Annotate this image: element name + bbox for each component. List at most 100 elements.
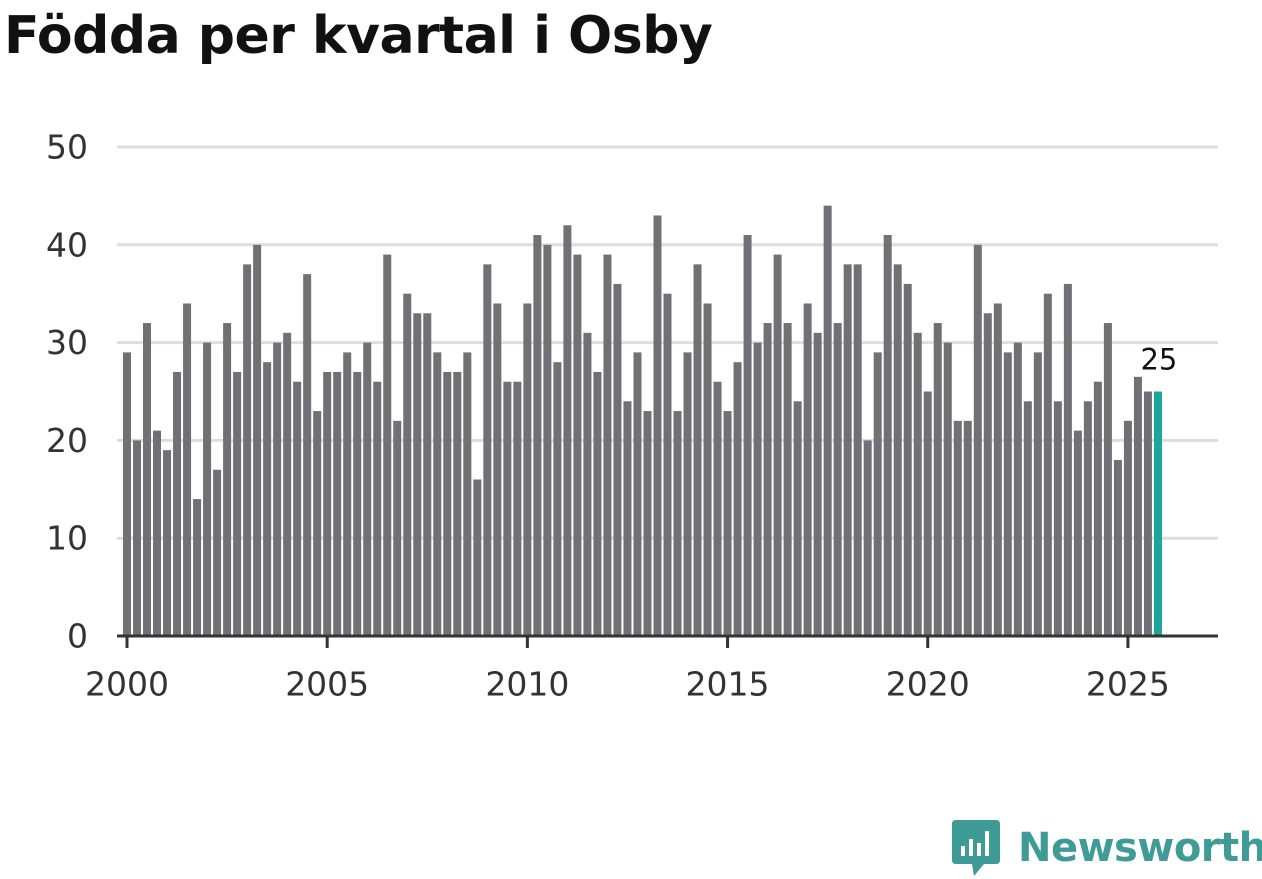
bar [1103, 323, 1112, 636]
bar [813, 332, 822, 636]
bar [1003, 352, 1012, 636]
bar [203, 342, 212, 636]
bar [873, 352, 882, 636]
bar [1133, 376, 1142, 636]
bar [263, 362, 272, 636]
bar [853, 264, 862, 636]
bar [613, 283, 622, 636]
bar [383, 254, 392, 636]
bar-highlight [1153, 391, 1162, 636]
bar [973, 244, 982, 637]
bar [293, 381, 302, 636]
bar [1053, 401, 1062, 636]
bar [743, 235, 752, 636]
bar [133, 440, 142, 636]
bar [963, 420, 972, 636]
bar [413, 313, 422, 636]
bar [793, 401, 802, 636]
bar [693, 264, 702, 636]
x-tick-label: 2015 [686, 665, 770, 704]
newsworthy-logo-icon [952, 820, 1000, 876]
bar [363, 342, 372, 636]
bar [583, 332, 592, 636]
bar [503, 381, 512, 636]
y-tick-label: 30 [46, 323, 88, 362]
bar [983, 313, 992, 636]
bar [453, 371, 462, 636]
x-tick-label: 2020 [886, 665, 970, 704]
bar [123, 352, 132, 636]
bar [1113, 459, 1122, 636]
bar [943, 342, 952, 636]
bar [923, 391, 932, 636]
bar [213, 469, 222, 636]
bar [523, 303, 532, 636]
bar [563, 225, 572, 637]
bar [393, 420, 402, 636]
x-tick-label: 2000 [85, 665, 169, 704]
chart-title: Födda per kvartal i Osby [4, 6, 713, 66]
bar [423, 313, 432, 636]
bar [533, 235, 542, 636]
bar [273, 342, 282, 636]
bar [543, 244, 552, 637]
bar [283, 332, 292, 636]
bar [373, 381, 382, 636]
bar [1073, 430, 1082, 636]
bar [313, 411, 322, 636]
bar [193, 499, 202, 636]
y-tick-label: 20 [46, 421, 88, 460]
bar [823, 205, 832, 636]
bar [993, 303, 1002, 636]
bar [683, 352, 692, 636]
x-tick-label: 2025 [1086, 665, 1170, 704]
bar [223, 323, 232, 636]
bar [1063, 283, 1072, 636]
x-tick-label: 2010 [485, 665, 569, 704]
bar [883, 235, 892, 636]
bar [323, 371, 332, 636]
bar [553, 362, 562, 636]
y-tick-label: 10 [46, 519, 88, 558]
bar [143, 323, 152, 636]
y-tick-label: 50 [46, 128, 88, 167]
bar [713, 381, 722, 636]
bar [903, 283, 912, 636]
bar [703, 303, 712, 636]
bar [233, 371, 242, 636]
bar [403, 293, 412, 636]
bar [933, 323, 942, 636]
bar [1033, 352, 1042, 636]
bar [463, 352, 472, 636]
bar [863, 440, 872, 636]
bar [773, 254, 782, 636]
bar [253, 244, 262, 637]
bar [173, 371, 182, 636]
bar [913, 332, 922, 636]
bar [1123, 420, 1132, 636]
bar [303, 274, 312, 636]
bar [643, 411, 652, 636]
y-tick-label: 40 [46, 225, 88, 264]
bar [803, 303, 812, 636]
bar [513, 381, 522, 636]
bar [1013, 342, 1022, 636]
bar [333, 371, 342, 636]
bar [473, 479, 482, 636]
bar [1043, 293, 1052, 636]
x-axis-ticks: 2000 2005 2010 2015 2020 2025 [85, 636, 1170, 704]
newsworthy-logo: Newsworthy [950, 818, 1262, 878]
bar [1143, 391, 1152, 636]
bar [183, 303, 192, 636]
x-tick-label: 2005 [285, 665, 369, 704]
bar [653, 215, 662, 636]
bar [783, 323, 792, 636]
bar [153, 430, 162, 636]
annotation-label-halo: 25 [1140, 343, 1177, 377]
y-axis-ticks: 0 10 20 30 40 50 [46, 128, 88, 656]
bar [723, 411, 732, 636]
bar [433, 352, 442, 636]
bar [443, 371, 452, 636]
